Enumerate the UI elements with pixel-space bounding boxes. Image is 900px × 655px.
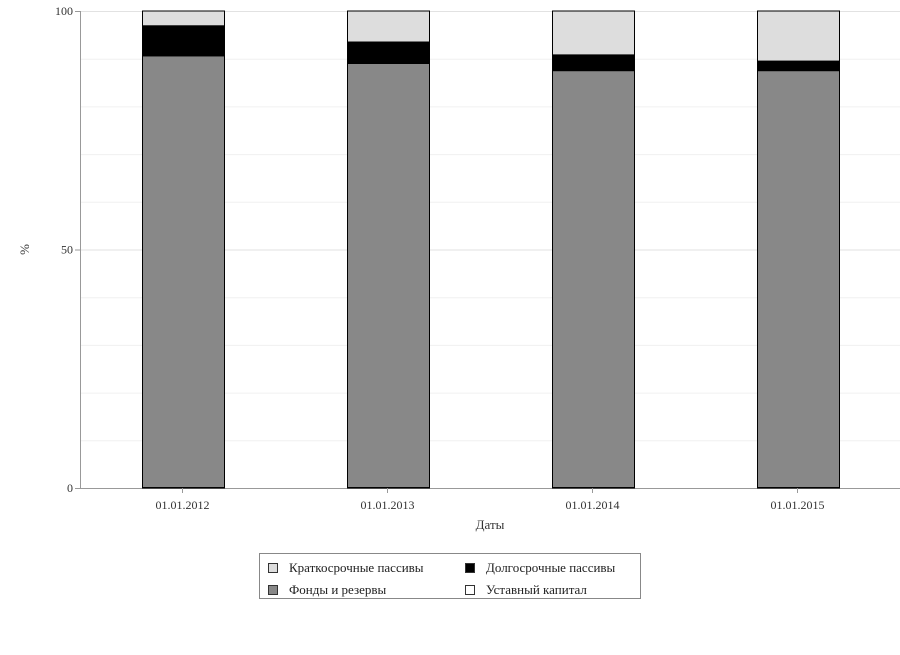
- legend-swatch-long-term: [465, 563, 475, 573]
- bar-segment: [553, 11, 635, 55]
- bar-segment: [348, 11, 430, 42]
- bar-segment: [348, 63, 430, 487]
- legend-swatch-funds: [268, 585, 278, 595]
- legend-item-funds: Фонды и резервы: [268, 582, 386, 598]
- x-axis-title: Даты: [476, 517, 505, 532]
- legend-item-short-term: Краткосрочные пассивы: [268, 560, 424, 576]
- y-tick-label: 100: [55, 4, 73, 18]
- legend-item-capital: Уставный капитал: [465, 582, 587, 598]
- legend: Краткосрочные пассивы Долгосрочные пасси…: [259, 553, 641, 599]
- bar-segment: [348, 42, 430, 63]
- legend-label-funds: Фонды и резервы: [289, 582, 386, 597]
- x-tick-label: 01.01.2014: [566, 498, 620, 512]
- y-axis-title: %: [17, 244, 32, 255]
- y-tick-label: 0: [67, 481, 73, 495]
- legend-swatch-short-term: [268, 563, 278, 573]
- bar-segment: [758, 71, 840, 488]
- x-tick-label: 01.01.2015: [771, 498, 825, 512]
- bar-segment: [553, 55, 635, 71]
- bar-segment: [553, 71, 635, 488]
- bar-segment: [143, 56, 225, 488]
- y-tick-label: 50: [61, 243, 73, 257]
- x-tick-label: 01.01.2013: [361, 498, 415, 512]
- bar-segment: [758, 11, 840, 61]
- legend-swatch-capital: [465, 585, 475, 595]
- legend-label-short-term: Краткосрочные пассивы: [289, 560, 424, 575]
- legend-label-long-term: Долгосрочные пассивы: [486, 560, 615, 575]
- x-tick-label: 01.01.2012: [156, 498, 210, 512]
- bar-segment: [143, 11, 225, 26]
- bar-segment: [143, 26, 225, 56]
- legend-item-long-term: Долгосрочные пассивы: [465, 560, 615, 576]
- legend-label-capital: Уставный капитал: [486, 582, 587, 597]
- bar-segment: [758, 61, 840, 71]
